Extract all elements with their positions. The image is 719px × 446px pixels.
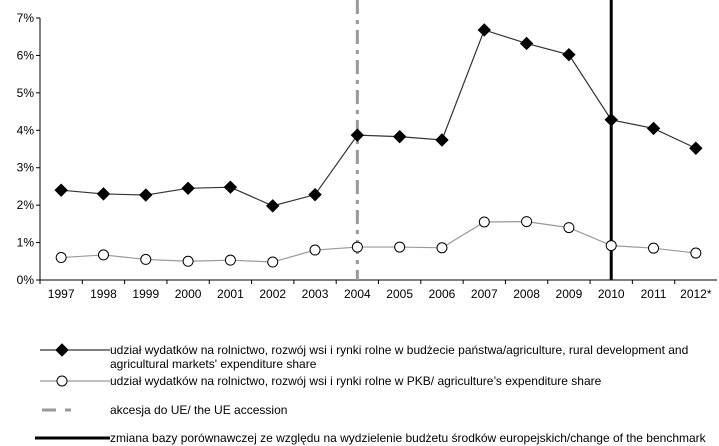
data-point [563, 222, 575, 234]
data-point [266, 199, 280, 213]
data-point [224, 254, 236, 266]
x-tick-label: 2004 [344, 287, 371, 301]
legend-label: udział wydatków na rolnictwo, rozwój wsi… [110, 374, 602, 388]
chart: 0% 1% 2% 3% 4% 5% 6% 7% 1997 1998 1999 2000 2001 2002… [17, 0, 717, 301]
x-tick-label: 2012* [680, 287, 712, 301]
data-point [689, 141, 703, 155]
data-point [181, 181, 195, 196]
data-point [267, 256, 279, 268]
legend-label: zmiana bazy porównawczej ze względu na w… [110, 431, 706, 446]
data-point [54, 183, 68, 197]
x-tick-label: 2008 [513, 287, 540, 301]
data-point [646, 121, 661, 136]
x-tick-label: 1997 [48, 287, 75, 301]
x-tick-label: 2001 [217, 287, 244, 301]
y-tick-label: 4% [17, 123, 35, 137]
data-point [351, 241, 363, 253]
series-line [61, 221, 696, 263]
y-tick-label: 3% [17, 161, 35, 175]
x-tick-label: 2009 [556, 287, 583, 301]
x-tick-label: 2000 [175, 287, 202, 301]
data-point [604, 113, 618, 127]
data-point [182, 255, 194, 267]
x-tick-label: 2005 [386, 287, 413, 301]
data-point [392, 129, 407, 144]
data-point [519, 36, 534, 51]
data-point [521, 216, 533, 228]
legend-symbol [42, 408, 110, 412]
data-point [350, 128, 365, 142]
y-tick-label: 1% [17, 236, 35, 250]
y-tick-label: 0% [17, 273, 35, 287]
legend-symbol [35, 436, 110, 440]
x-tick-label: 2006 [429, 287, 456, 301]
data-point [97, 249, 109, 261]
data-point [139, 188, 153, 202]
data-point [140, 253, 152, 265]
legend-marker [56, 375, 68, 387]
legend-item: udział wydatków na rolnictwo, rozwój wsi… [0, 374, 719, 388]
data-point [562, 47, 576, 62]
legend-symbol [40, 375, 110, 387]
legend-label: akcesja do UE/ the UE accession [110, 403, 288, 417]
x-tick-label: 2010 [598, 287, 625, 301]
legend-marker [55, 343, 69, 357]
data-point [477, 23, 491, 37]
data-point [55, 252, 67, 264]
legend-item: akcesja do UE/ the UE accession [0, 403, 719, 417]
data-point [223, 180, 238, 194]
data-point [394, 241, 406, 253]
data-point [309, 244, 321, 256]
data-point [690, 247, 702, 259]
x-tick-label: 1998 [90, 287, 117, 301]
legend-label: udział wydatków na rolnictwo, rozwój wsi… [110, 343, 689, 371]
legend-item: udział wydatków na rolnictwo, rozwój wsi… [0, 343, 719, 371]
data-point [478, 216, 490, 228]
legend-symbol [40, 343, 110, 357]
y-tick-label: 2% [17, 198, 35, 212]
data-point [436, 242, 448, 254]
data-point [605, 240, 617, 252]
x-tick-label: 2011 [641, 287, 667, 301]
x-tick-label: 1999 [132, 287, 159, 301]
data-point [96, 187, 111, 201]
x-tick-label: 2007 [471, 287, 498, 301]
x-tick-label: 2003 [302, 287, 329, 301]
y-tick-label: 7% [17, 11, 35, 25]
data-point [648, 242, 660, 254]
y-tick-label: 5% [17, 86, 35, 100]
data-point [435, 133, 449, 147]
y-tick-label: 6% [17, 48, 35, 62]
x-tick-label: 2002 [259, 287, 286, 301]
legend-item: zmiana bazy porównawczej ze względu na w… [0, 431, 719, 446]
series-line [61, 29, 697, 207]
data-point [308, 187, 322, 202]
